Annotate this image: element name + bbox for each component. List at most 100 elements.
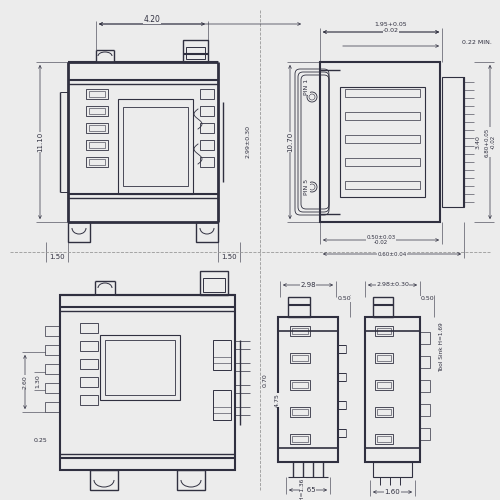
Text: 2.60: 2.60 [22, 375, 28, 389]
Bar [345, 135, 420, 143]
Bar [375, 326, 393, 336]
Text: 6.80+0.05
-0.02: 6.80+0.05 -0.02 [484, 128, 496, 156]
Bar [86, 89, 108, 99]
Bar [45, 402, 59, 412]
Bar [292, 436, 308, 442]
Bar [373, 462, 412, 477]
Bar [375, 380, 393, 390]
Bar [420, 332, 430, 344]
Bar [89, 159, 105, 165]
Bar [118, 99, 193, 194]
Text: 0.65: 0.65 [300, 487, 316, 493]
Text: 1.30: 1.30 [36, 374, 41, 388]
Bar [183, 40, 208, 62]
Text: 4.20: 4.20 [144, 14, 160, 24]
Bar [345, 112, 420, 120]
Bar [292, 382, 308, 388]
Bar [375, 353, 393, 363]
Bar [292, 328, 308, 334]
Bar [200, 271, 228, 295]
Bar [345, 89, 420, 97]
Bar [420, 404, 430, 416]
Text: 2.98: 2.98 [300, 282, 316, 288]
Text: PIN 1: PIN 1 [304, 79, 310, 95]
Text: 4.75: 4.75 [274, 393, 280, 407]
Bar [345, 158, 420, 166]
Bar [86, 140, 108, 150]
Bar [375, 407, 393, 417]
Bar [80, 359, 98, 369]
Text: 1.95+0.05: 1.95+0.05 [374, 22, 408, 28]
Text: Type 3.2 Sink H=1.36: Type 3.2 Sink H=1.36 [300, 478, 306, 500]
Text: 11.10: 11.10 [37, 132, 43, 152]
Text: 0.50: 0.50 [420, 296, 434, 302]
Bar [80, 377, 98, 387]
Text: 0.50±0.03
-0.02: 0.50±0.03 -0.02 [366, 234, 396, 246]
Bar [420, 356, 430, 368]
Bar [377, 382, 391, 388]
Bar [45, 364, 59, 374]
Bar [377, 355, 391, 361]
Bar [200, 106, 214, 116]
Text: 0.70: 0.70 [262, 373, 268, 387]
Bar [288, 297, 310, 317]
Text: 1.50: 1.50 [49, 254, 65, 260]
Bar [80, 395, 98, 405]
Bar [90, 470, 118, 490]
Bar [45, 345, 59, 355]
Bar [345, 181, 420, 189]
Text: PIN 5: PIN 5 [304, 179, 310, 195]
Bar [89, 91, 105, 97]
Bar [292, 409, 308, 415]
Bar [213, 340, 231, 370]
Text: 3.40: 3.40 [476, 135, 480, 149]
Bar [365, 317, 420, 462]
Bar [377, 328, 391, 334]
Bar [290, 353, 310, 363]
Bar [420, 428, 430, 440]
Bar [86, 157, 108, 167]
Bar [45, 383, 59, 393]
Bar [105, 340, 175, 395]
Text: 1.50: 1.50 [221, 254, 237, 260]
Text: 10.70: 10.70 [287, 132, 293, 152]
Bar [377, 409, 391, 415]
Bar [420, 380, 430, 392]
Text: Tool Sink H=1.69: Tool Sink H=1.69 [440, 322, 444, 372]
Bar [320, 62, 440, 222]
Bar [442, 77, 464, 207]
Text: 0.60±0.04: 0.60±0.04 [378, 252, 406, 256]
Bar [86, 106, 108, 116]
Bar [290, 380, 310, 390]
Text: -0.02: -0.02 [383, 28, 399, 34]
Bar [200, 140, 214, 150]
Bar [292, 355, 308, 361]
Bar [68, 222, 90, 242]
Bar [89, 142, 105, 148]
Bar [45, 326, 59, 336]
Text: 0.25: 0.25 [33, 438, 47, 442]
Text: 1.60: 1.60 [384, 489, 400, 495]
Bar [213, 390, 231, 420]
Text: 0.22 MIN.: 0.22 MIN. [462, 40, 492, 46]
Bar [373, 297, 393, 317]
Bar [60, 295, 235, 470]
Bar [80, 323, 98, 333]
Bar [200, 123, 214, 133]
Bar [80, 341, 98, 351]
Text: 2.98±0.30: 2.98±0.30 [376, 282, 409, 288]
Bar [200, 157, 214, 167]
Bar [89, 125, 105, 131]
Bar [200, 89, 214, 99]
Bar [186, 47, 205, 59]
Bar [377, 436, 391, 442]
Bar [89, 108, 105, 114]
Text: 2.99±0.30: 2.99±0.30 [246, 126, 250, 158]
Bar [290, 434, 310, 444]
Bar [290, 326, 310, 336]
Bar [86, 123, 108, 133]
Bar [177, 470, 205, 490]
Bar [375, 434, 393, 444]
Bar [278, 317, 338, 462]
Bar [123, 107, 188, 186]
